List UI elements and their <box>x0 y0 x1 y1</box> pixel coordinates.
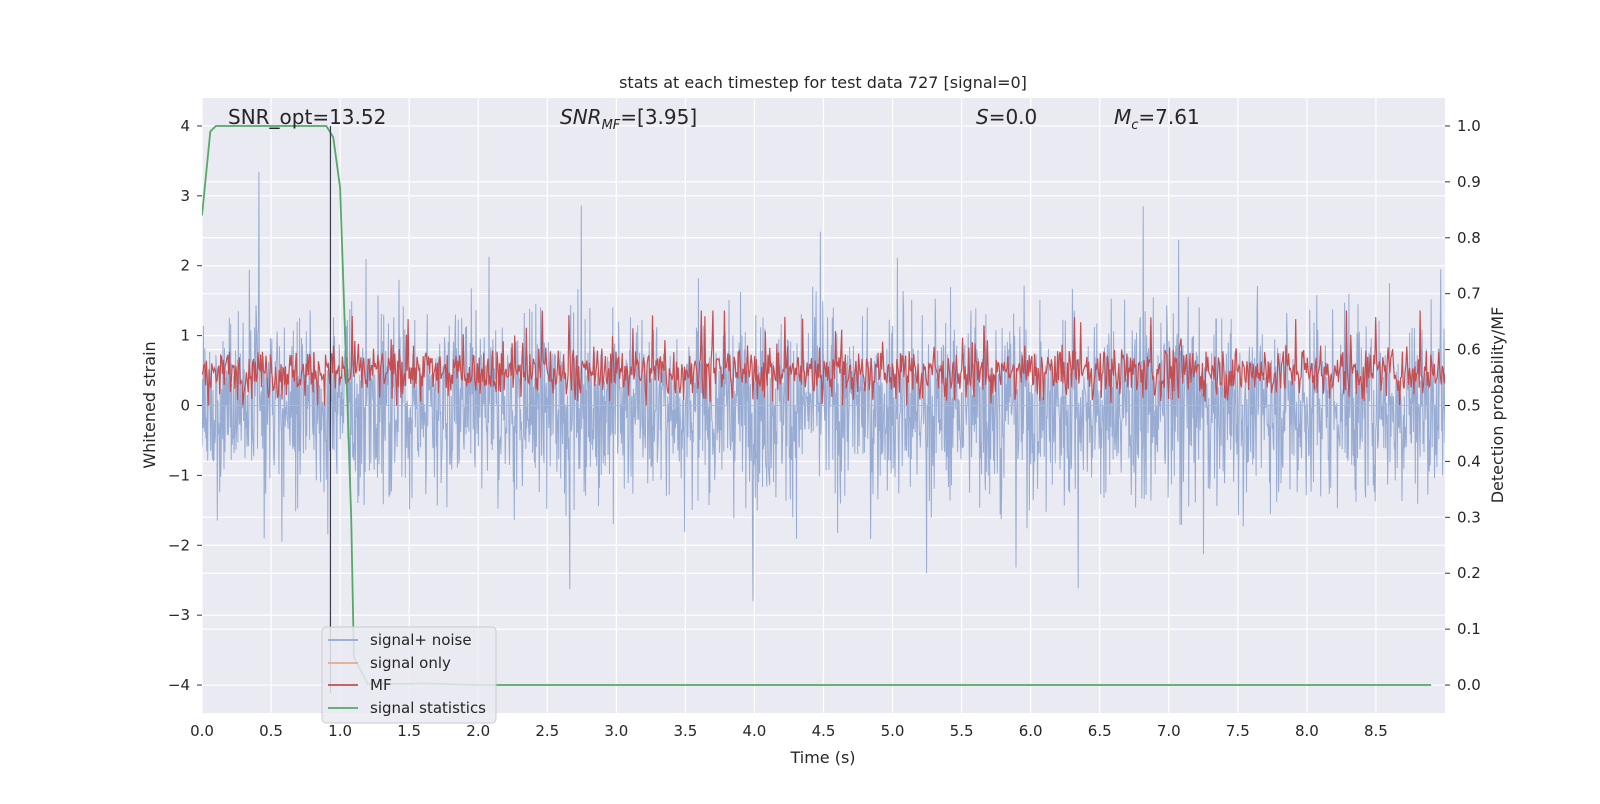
series-mf-line <box>202 310 1445 406</box>
x-tick-label-5: 2.5 <box>535 722 559 740</box>
annotation-mc-value: =7.61 <box>1138 105 1199 129</box>
x-tick-label-0: 0.0 <box>190 722 214 740</box>
annotation-snr-mf-sub: MF <box>602 118 621 133</box>
y-right-tick-label-10: 0.0 <box>1457 676 1481 694</box>
y-left-tick-label-0: 4 <box>180 117 190 135</box>
legend: signal+ noise signal only MF signal stat… <box>321 626 497 724</box>
annotations: SNR_opt=13.52 SNRMF=[3.95] S=0.0 Mc=7.61 <box>228 105 1200 133</box>
y-left-tick-label-1: 3 <box>180 187 190 205</box>
x-axis-label: Time (s) <box>789 748 855 767</box>
legend-box <box>321 626 497 724</box>
x-tick-label-16: 8.0 <box>1295 722 1319 740</box>
y-right-tick-label-1: 0.9 <box>1457 173 1481 191</box>
annotation-s-name: S <box>976 105 989 129</box>
y-left-tick-label-5: −1 <box>168 466 190 484</box>
y-right-tick-label-6: 0.4 <box>1457 452 1481 470</box>
annotation-snr-mf-name: SNR <box>560 105 602 129</box>
x-tick-label-12: 6.0 <box>1019 722 1043 740</box>
tick-labels: 0.0 0.5 1.0 1.5 2.0 2.5 3.0 3.5 4.0 4.5 5.0 5.5 6.0 6… <box>168 117 1481 740</box>
legend-label-signal-noise: signal+ noise <box>370 631 472 649</box>
annotation-snr-mf-value: =[3.95] <box>620 105 697 129</box>
x-tick-label-4: 2.0 <box>466 722 490 740</box>
x-tick-label-9: 4.5 <box>812 722 836 740</box>
x-tick-label-7: 3.5 <box>673 722 697 740</box>
annotation-snr-opt: SNR_opt=13.52 <box>228 105 386 129</box>
y-left-tick-label-8: −4 <box>168 676 190 694</box>
x-tick-label-3: 1.5 <box>397 722 421 740</box>
x-tick-label-8: 4.0 <box>743 722 767 740</box>
legend-label-signal-only: signal only <box>370 654 451 672</box>
y-left-tick-label-3: 1 <box>180 327 190 345</box>
x-tick-label-2: 1.0 <box>328 722 352 740</box>
x-tick-label-6: 3.0 <box>604 722 628 740</box>
y-left-tick-label-2: 2 <box>180 257 190 275</box>
annotation-s: S=0.0 <box>976 105 1037 129</box>
y-axis-label-right: Detection probability/MF <box>1488 307 1507 504</box>
chart-title: stats at each timestep for test data 727… <box>619 73 1027 92</box>
x-tick-label-14: 7.0 <box>1157 722 1181 740</box>
x-tick-label-1: 0.5 <box>259 722 283 740</box>
y-left-tick-label-7: −3 <box>168 606 190 624</box>
legend-label-signal-statistics: signal statistics <box>370 699 486 717</box>
y-left-tick-label-6: −2 <box>168 536 190 554</box>
y-right-tick-label-2: 0.8 <box>1457 229 1481 247</box>
x-tick-label-10: 5.0 <box>881 722 905 740</box>
y-right-tick-label-9: 0.1 <box>1457 620 1481 638</box>
legend-label-mf: MF <box>370 676 392 694</box>
x-tick-label-11: 5.5 <box>950 722 974 740</box>
y-right-tick-label-7: 0.3 <box>1457 508 1481 526</box>
annotation-mc-name: M <box>1114 105 1131 129</box>
y-right-tick-label-8: 0.2 <box>1457 564 1481 582</box>
y-right-tick-label-5: 0.5 <box>1457 397 1481 415</box>
annotation-mc: Mc=7.61 <box>1114 105 1200 133</box>
annotation-s-value: =0.0 <box>989 105 1038 129</box>
annotation-snr-mf: SNRMF=[3.95] <box>560 105 697 133</box>
y-right-tick-label-0: 1.0 <box>1457 117 1481 135</box>
annotation-mc-sub: c <box>1131 118 1138 133</box>
y-right-tick-label-3: 0.7 <box>1457 285 1481 303</box>
y-axis-label-left: Whitened strain <box>140 341 159 468</box>
x-tick-label-17: 8.5 <box>1364 722 1388 740</box>
y-right-tick-label-4: 0.6 <box>1457 341 1481 359</box>
x-tick-label-13: 6.5 <box>1088 722 1112 740</box>
x-tick-label-15: 7.5 <box>1226 722 1250 740</box>
y-left-tick-label-4: 0 <box>180 397 190 415</box>
series-signal-noise-line <box>202 171 1445 602</box>
